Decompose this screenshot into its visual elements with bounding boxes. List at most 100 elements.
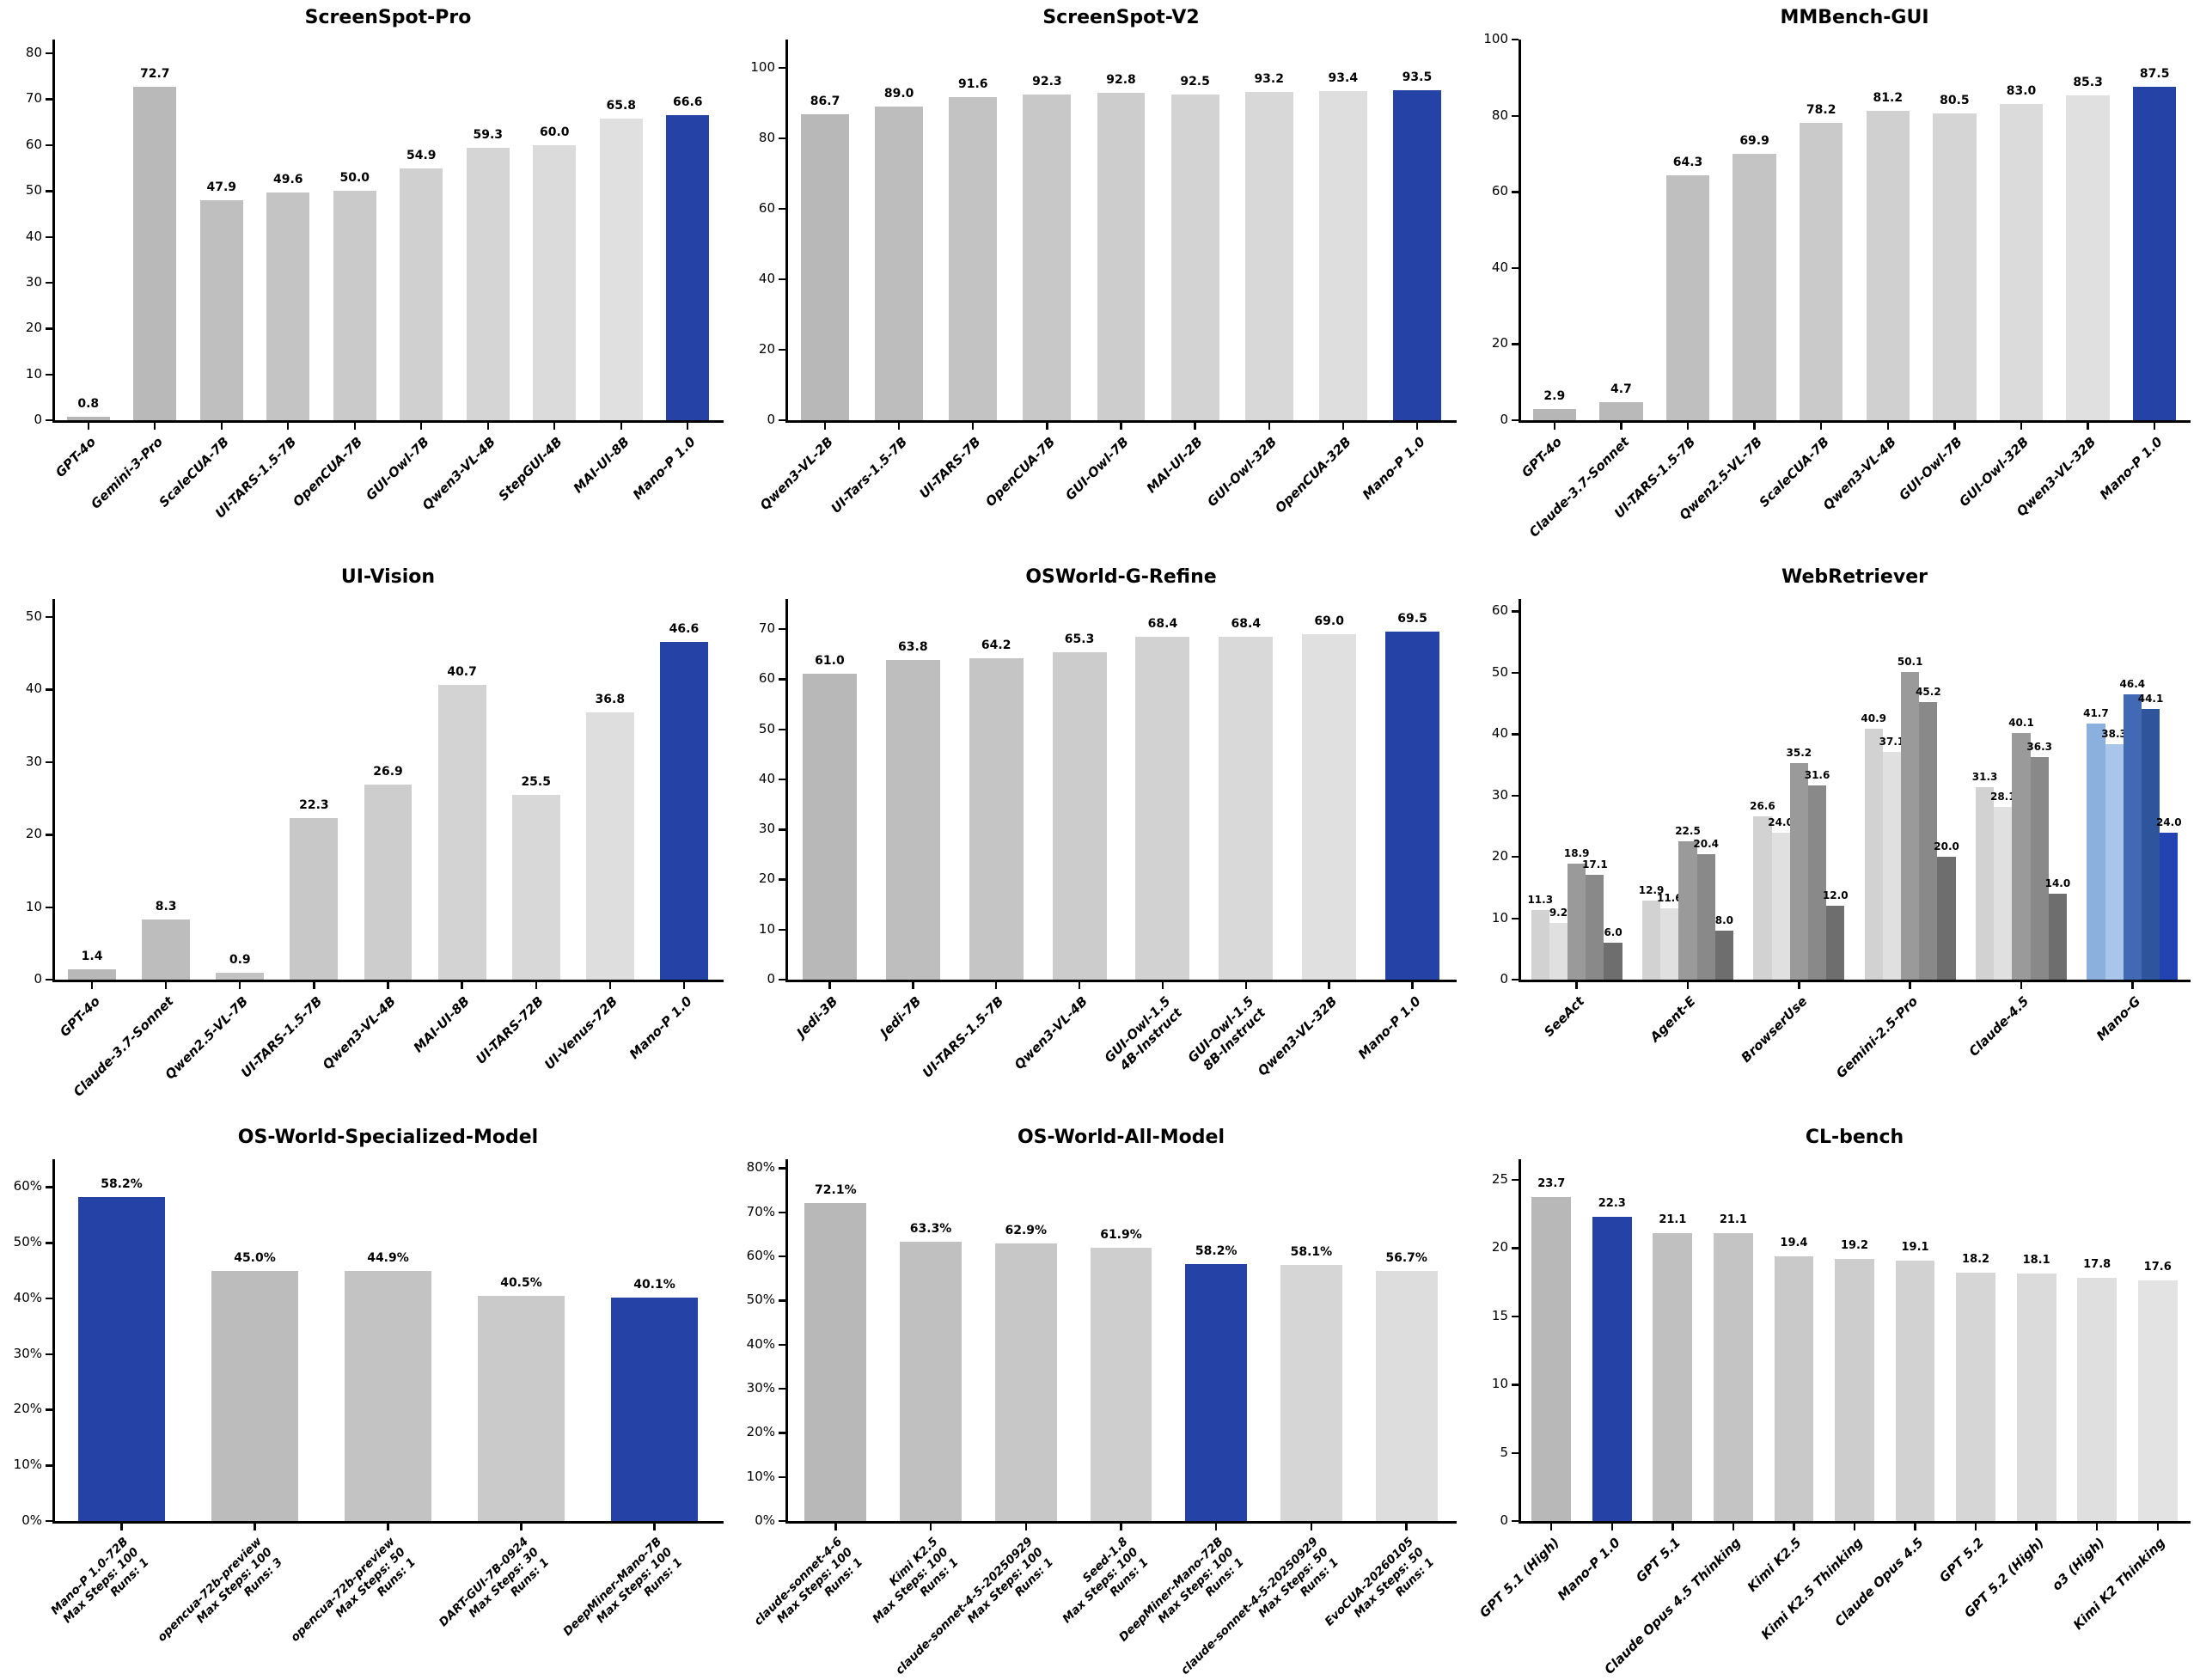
x-tick-label-line: GUI-Owl-7B	[363, 434, 432, 504]
y-tick-mark	[46, 373, 52, 376]
plot-area: 0 5 10 15 20 25 GPT 5.1 (High) 23.7 Mano-P 1.0 22…	[1476, 1159, 2191, 1677]
y-tick-label: 30	[1491, 786, 1508, 803]
bar-value-label: 31.3	[1971, 771, 1998, 784]
bar-value-label: 26.9	[373, 765, 403, 779]
bar	[1713, 1232, 1753, 1521]
y-tick-mark	[779, 1167, 785, 1170]
bar-value-label: 64.2	[981, 638, 1011, 652]
y-tick-mark	[46, 1186, 52, 1188]
x-axis-spine	[1519, 1521, 2191, 1524]
y-tick-label: 20	[25, 320, 42, 336]
x-tick-label-line: ScaleCUA-7B	[156, 434, 233, 510]
bar-value-label: 8.0	[1714, 913, 1734, 926]
x-tick-label-text: GUI-Owl-7B	[1063, 434, 1133, 504]
y-tick-label: 10	[1491, 1376, 1508, 1392]
x-tick-label-text: Mano-P 1.0	[1354, 993, 1423, 1062]
y-tick-label: 60	[1491, 602, 1508, 619]
bar-value-label: 12.9	[1638, 883, 1665, 896]
y-tick-mark	[1512, 39, 1519, 41]
bar-value-label: 80.5	[1940, 94, 1970, 108]
y-tick-label: 0%	[21, 1512, 42, 1528]
bar-value-label: 63.8	[898, 640, 928, 655]
x-tick-label-line: OpenCUA-32B	[1272, 434, 1354, 516]
y-tick-label: 50	[25, 608, 42, 625]
y-tick-mark	[46, 1242, 52, 1244]
y-tick-mark	[1512, 794, 1519, 797]
x-tick-mark	[1215, 1524, 1218, 1530]
y-tick-label: 70	[25, 90, 42, 107]
x-tick-mark	[1194, 423, 1196, 430]
bar-value-label: 58.2%	[101, 1177, 143, 1192]
y-tick-mark	[1512, 1247, 1519, 1249]
x-tick-mark	[1553, 423, 1555, 430]
x-tick-mark	[1405, 1524, 1408, 1530]
y-tick-mark	[46, 1520, 52, 1523]
bar	[437, 684, 486, 980]
bar	[1919, 702, 1938, 980]
x-tick-label-line: Gemini-3-Pro	[88, 434, 166, 512]
x-tick-label-text: GUI-Owl-7B	[1896, 434, 1965, 504]
bar	[2137, 1280, 2178, 1521]
bar	[142, 919, 191, 980]
bar-value-label: 23.7	[1537, 1177, 1566, 1191]
x-tick-label-line: Kimi K2.5	[1745, 1535, 1806, 1595]
y-tick-mark	[1512, 1178, 1519, 1182]
x-tick-label-text: Qwen3-VL-4B	[1011, 993, 1091, 1073]
bar	[969, 657, 1024, 980]
y-tick-label: 60	[758, 670, 775, 687]
bar	[364, 785, 412, 980]
y-tick-label: 10	[758, 920, 775, 937]
x-tick-mark	[1415, 423, 1419, 430]
bar	[2012, 733, 2031, 980]
bar	[1302, 633, 1357, 980]
x-tick-mark	[1550, 1524, 1553, 1530]
bar-value-label: 92.5	[1180, 74, 1210, 89]
y-tick-mark	[779, 419, 785, 422]
x-tick-label-line: GPT 5.2	[1935, 1535, 1987, 1585]
chart-mmbench-gui: MMBench-GUI 0 20 40 60 80 100 GPT-4o 2.9 Claude-…	[1466, 0, 2200, 559]
y-tick-mark	[46, 52, 52, 55]
bar	[2087, 724, 2105, 980]
x-tick-label-line: Kimi K2.5 Thinking	[1757, 1535, 1866, 1643]
x-tick-label-line: UI-TARS-72B	[473, 993, 547, 1067]
x-tick-label-text: GPT 5.1	[1633, 1535, 1684, 1585]
bar	[1714, 930, 1734, 980]
bar	[478, 1295, 565, 1521]
bar	[1280, 1264, 1342, 1521]
y-tick-label: 50	[758, 720, 775, 736]
bar-value-label: 22.3	[299, 797, 329, 812]
bar-value-label: 37.1	[1879, 735, 1905, 748]
bar	[1385, 631, 1440, 980]
bar	[1753, 816, 1772, 980]
x-tick-label-line: UI-TARS-1.5-7B	[920, 993, 1007, 1081]
bar	[2030, 756, 2049, 980]
bar-value-label: 20.0	[1934, 840, 1959, 853]
bar	[1807, 785, 1827, 980]
y-tick-mark	[1512, 266, 1519, 270]
bar-value-label: 25.5	[521, 774, 551, 789]
bar-value-label: 18.1	[2022, 1254, 2050, 1268]
bar-value-label: 22.5	[1675, 825, 1701, 838]
x-tick-label-line: Mano-P 1.0	[1554, 1535, 1623, 1604]
x-tick-label-text: StepGUI-4B	[496, 434, 566, 504]
y-tick-label: 60	[758, 199, 775, 216]
y-tick-label: 60	[25, 136, 42, 152]
y-tick-mark	[779, 207, 785, 211]
x-axis-spine	[785, 1521, 1457, 1524]
y-tick-label: 15	[1491, 1307, 1508, 1323]
bar-value-label: 91.6	[957, 77, 988, 92]
y-tick-label: 70%	[746, 1203, 775, 1219]
x-tick-label-text: UI-TARS-72B	[474, 993, 547, 1067]
x-tick-label-text: Jedi-7B	[877, 993, 924, 1041]
x-tick-mark	[287, 423, 290, 430]
x-tick-label-line: Qwen3-VL-4B	[320, 993, 400, 1073]
bar-value-label: 46.6	[669, 621, 700, 636]
x-tick-mark	[1161, 982, 1164, 989]
y-tick-mark	[779, 979, 785, 981]
chart-os-world-specialized-model: OS-World-Specialized-Model 0% 10% 20% 30% 40…	[0, 1120, 733, 1680]
x-tick-label-text: OpenCUA-7B	[290, 434, 366, 510]
chart-title: ScreenSpot-Pro	[304, 7, 472, 28]
y-tick-label: 10%	[746, 1468, 775, 1484]
bar-value-label: 8.3	[155, 899, 177, 913]
bar	[1933, 113, 1977, 420]
